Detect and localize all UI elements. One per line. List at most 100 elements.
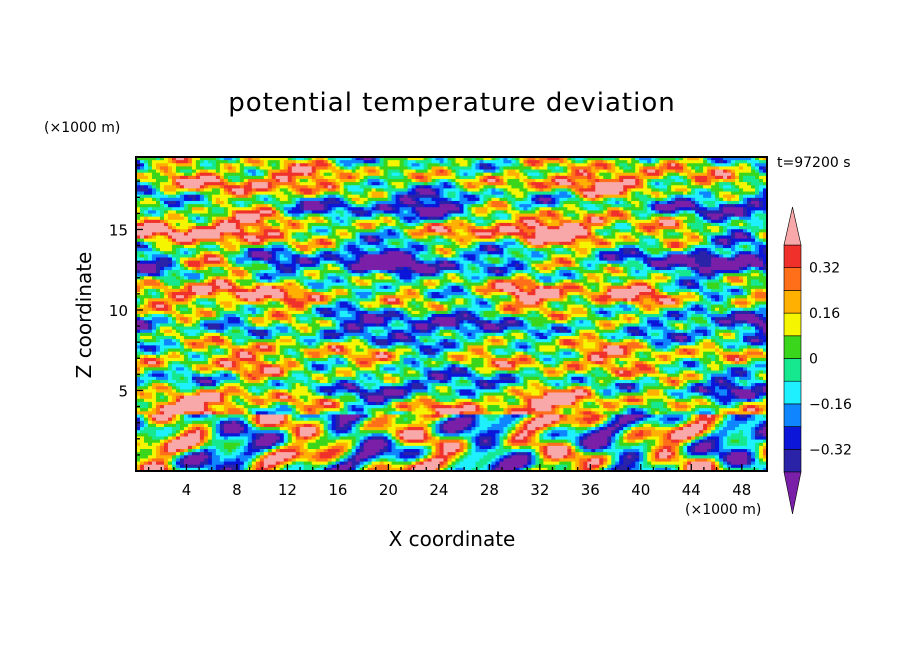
field-cell — [511, 204, 516, 208]
field-cell — [715, 207, 720, 211]
field-cell — [451, 210, 457, 215]
field-cell — [139, 210, 145, 215]
field-cell — [279, 175, 285, 180]
field-cell — [683, 204, 688, 208]
field-cell — [615, 207, 620, 211]
field-cell — [731, 210, 736, 215]
field-cell — [519, 182, 524, 186]
field-cell — [703, 188, 708, 193]
field-cell — [319, 204, 325, 208]
field-cell — [215, 163, 221, 168]
field-cell — [243, 157, 249, 161]
field-cell — [743, 172, 748, 177]
field-cell — [139, 166, 145, 171]
field-cell — [287, 197, 293, 202]
field-cell — [687, 185, 692, 189]
field-cell — [575, 157, 580, 161]
field-cell — [487, 182, 493, 186]
field-cell — [355, 169, 361, 174]
field-cell — [255, 175, 261, 180]
field-cell — [567, 163, 572, 168]
field-cell — [215, 157, 221, 161]
field-cell — [579, 210, 584, 215]
field-cell — [359, 172, 365, 177]
field-cell — [371, 172, 377, 177]
field-cell — [495, 157, 501, 161]
field-cell — [555, 172, 560, 177]
field-cell — [763, 157, 768, 161]
field-cell — [579, 191, 584, 196]
field-cell — [443, 197, 449, 202]
field-cell — [239, 172, 245, 177]
field-cell — [391, 191, 397, 196]
field-cell — [639, 191, 644, 196]
field-cell — [267, 188, 273, 193]
field-cell — [183, 169, 189, 174]
field-cell — [371, 213, 377, 218]
field-cell — [259, 157, 265, 161]
field-cell — [519, 213, 524, 218]
field-cell — [207, 163, 213, 168]
field-cell — [451, 175, 457, 180]
field-cell — [231, 200, 237, 205]
field-cell — [679, 166, 684, 171]
field-cell — [607, 210, 612, 215]
field-cell — [343, 204, 349, 208]
field-cell — [679, 175, 684, 180]
field-cell — [463, 160, 469, 164]
field-cell — [527, 213, 532, 218]
field-cell — [583, 210, 588, 215]
field-cell — [319, 210, 325, 215]
field-cell — [415, 185, 421, 189]
field-cell — [467, 207, 473, 211]
field-cell — [136, 169, 141, 174]
field-cell — [311, 160, 317, 164]
field-cell — [763, 197, 768, 202]
field-cell — [671, 213, 676, 218]
field-cell — [659, 178, 664, 183]
field-cell — [447, 210, 453, 215]
field-cell — [443, 210, 449, 215]
field-cell — [343, 166, 349, 171]
field-cell — [251, 210, 257, 215]
field-cell — [515, 166, 520, 171]
field-cell — [195, 191, 201, 196]
field-cell — [395, 175, 401, 180]
field-cell — [203, 175, 209, 180]
field-cell — [343, 160, 349, 164]
field-cell — [331, 182, 337, 186]
field-cell — [303, 182, 309, 186]
field-cell — [515, 213, 520, 218]
field-cell — [615, 157, 620, 161]
field-cell — [136, 188, 141, 193]
field-cell — [631, 172, 636, 177]
field-cell — [251, 178, 257, 183]
field-cell — [239, 213, 245, 218]
field-cell — [187, 157, 193, 161]
field-cell — [763, 160, 768, 164]
field-cell — [747, 191, 752, 196]
field-cell — [495, 191, 501, 196]
field-cell — [759, 188, 764, 193]
field-cell — [223, 178, 229, 183]
field-cell — [403, 185, 409, 189]
field-cell — [695, 213, 700, 218]
field-cell — [743, 169, 748, 174]
field-cell — [691, 188, 696, 193]
field-cell — [215, 200, 221, 205]
field-cell — [743, 191, 748, 196]
field-cell — [323, 163, 329, 168]
field-cell — [487, 188, 493, 193]
field-cell — [383, 191, 389, 196]
field-cell — [347, 169, 353, 174]
field-cell — [136, 204, 141, 208]
field-cell — [439, 188, 445, 193]
field-cell — [739, 207, 744, 211]
field-cell — [339, 182, 345, 186]
field-cell — [487, 175, 493, 180]
field-cell — [187, 191, 193, 196]
field-cell — [763, 175, 768, 180]
field-cell — [203, 169, 209, 174]
field-cell — [471, 178, 477, 183]
field-cell — [575, 163, 580, 168]
